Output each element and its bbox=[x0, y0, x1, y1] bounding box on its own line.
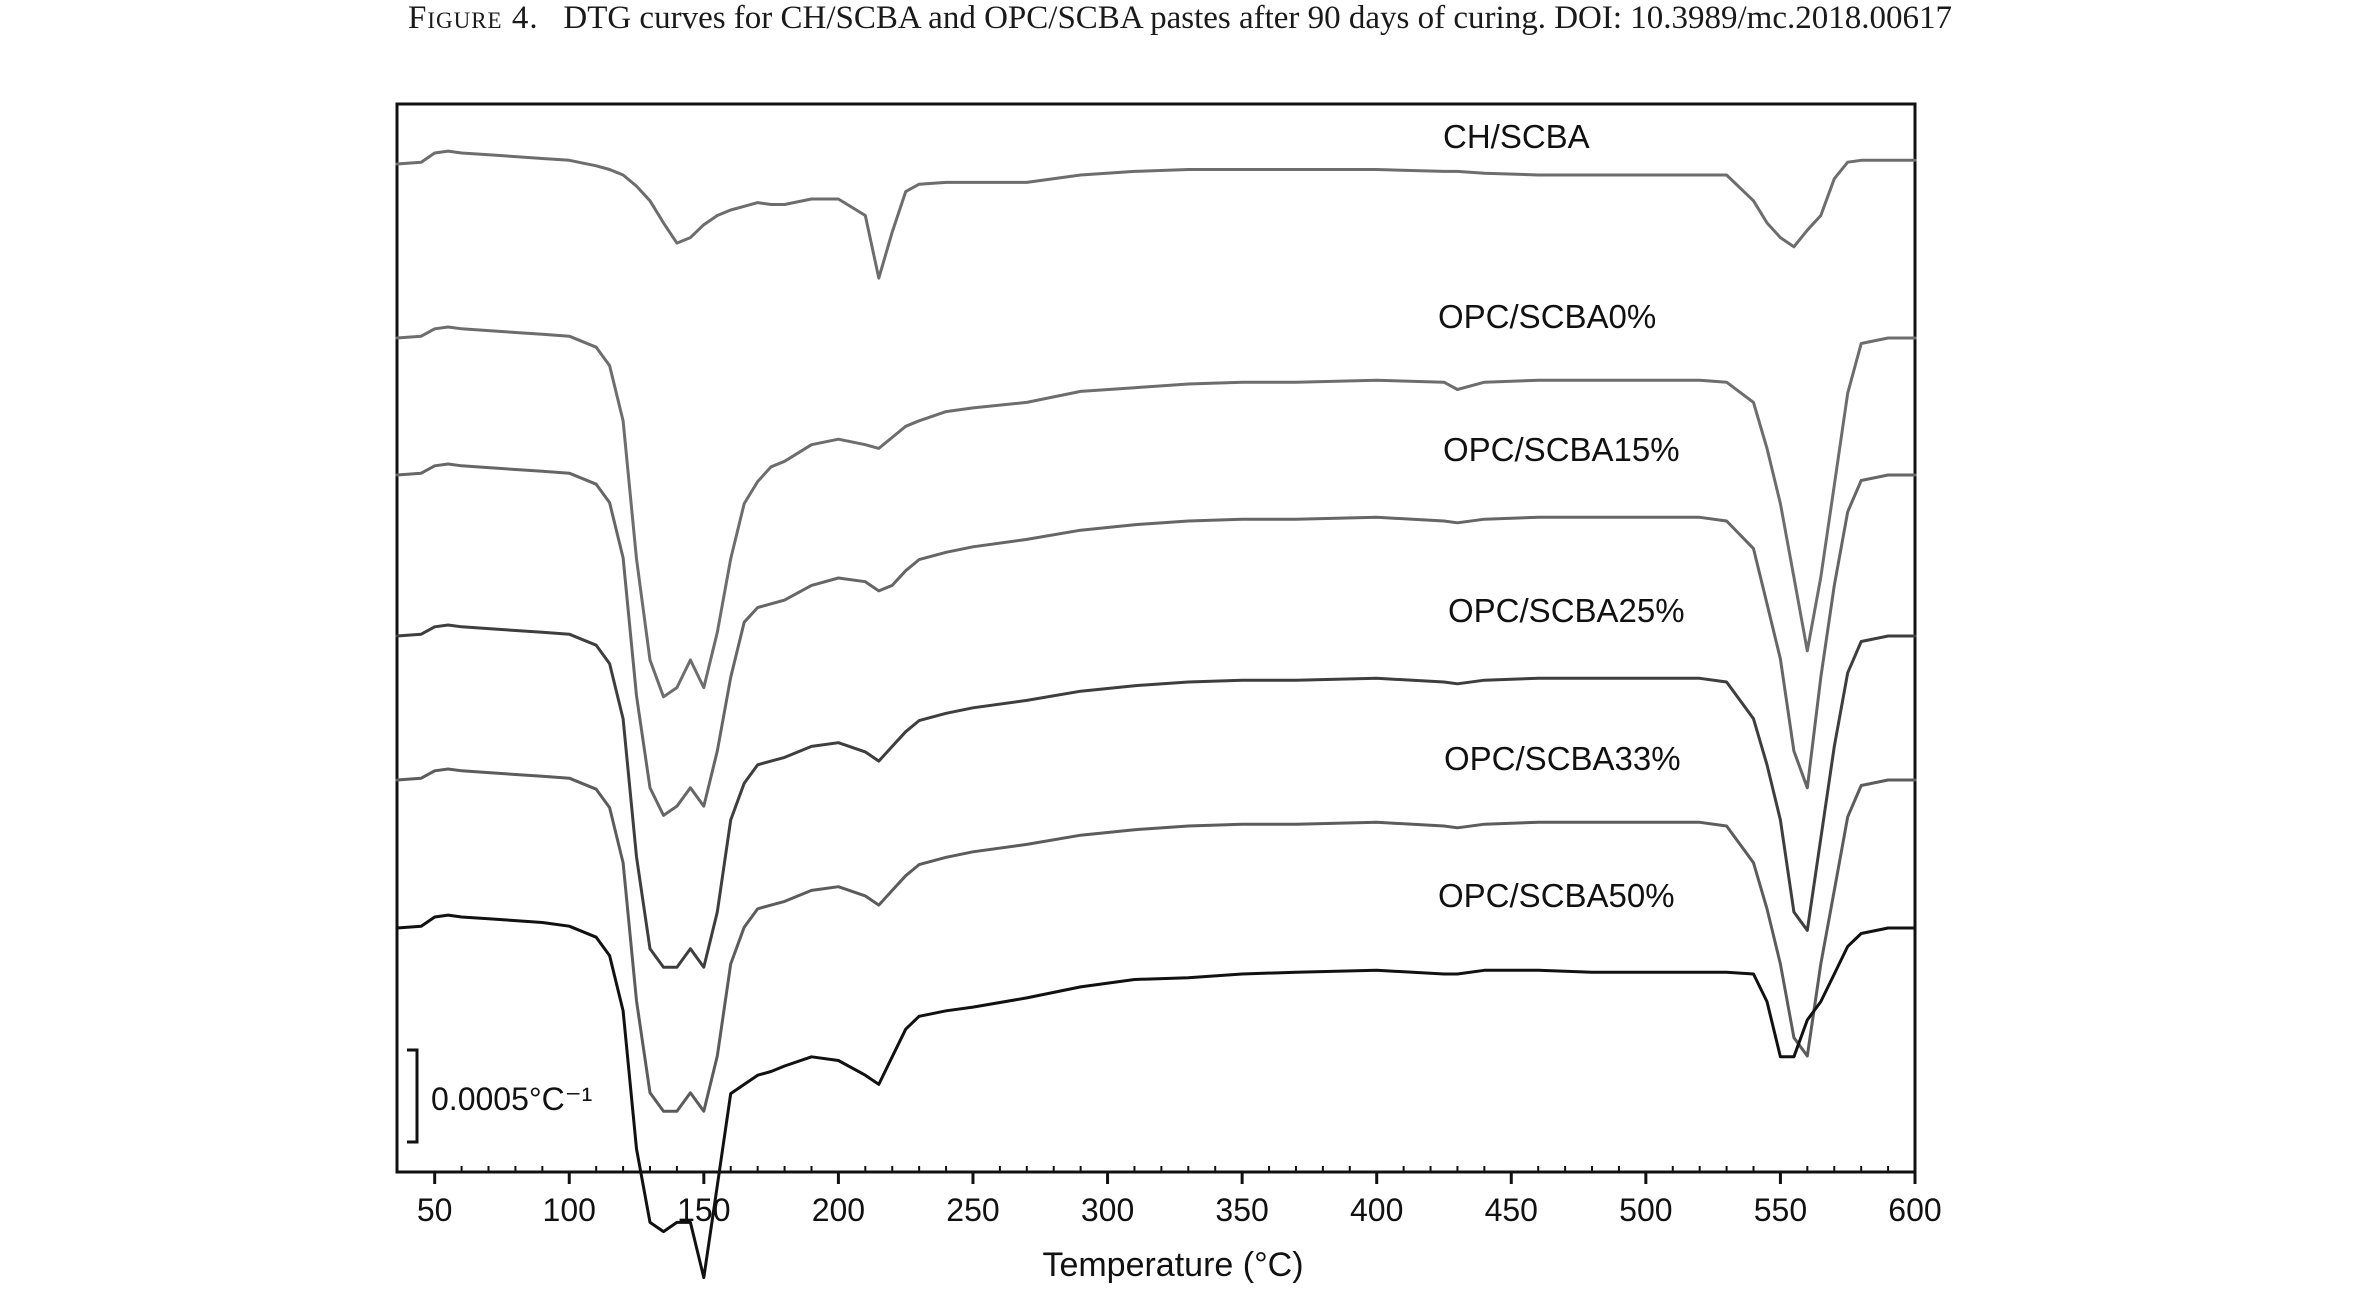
dtg-curves bbox=[395, 149, 1917, 1280]
series-line-4 bbox=[395, 623, 1917, 969]
series-label-2: OPC/SCBA0% bbox=[1438, 298, 1656, 335]
y-scale-label: 0.0005°C⁻¹ bbox=[431, 1081, 592, 1117]
figure-caption: Figure 4. DTG curves for CH/SCBA and OPC… bbox=[0, 0, 2360, 50]
series-label-3: OPC/SCBA15% bbox=[1443, 431, 1680, 468]
x-tick-label: 250 bbox=[946, 1192, 999, 1228]
x-tick-label: 400 bbox=[1350, 1192, 1403, 1228]
figure-caption-text: DTG curves for CH/SCBA and OPC/SCBA past… bbox=[563, 0, 1953, 36]
series-line-5 bbox=[395, 767, 1917, 1113]
x-tick-label: 350 bbox=[1215, 1192, 1268, 1228]
x-tick-label: 550 bbox=[1754, 1192, 1807, 1228]
x-tick-label: 100 bbox=[543, 1192, 596, 1228]
series-label-1: CH/SCBA bbox=[1443, 118, 1590, 155]
figure-caption-label: Figure 4. bbox=[407, 0, 539, 36]
series-label-5: OPC/SCBA33% bbox=[1444, 740, 1681, 777]
x-tick-label: 300 bbox=[1081, 1192, 1134, 1228]
x-tick-label: 600 bbox=[1888, 1192, 1941, 1228]
x-tick-label: 500 bbox=[1619, 1192, 1672, 1228]
x-tick-label: 50 bbox=[417, 1192, 453, 1228]
x-tick-label: 200 bbox=[812, 1192, 865, 1228]
series-line-1 bbox=[395, 149, 1917, 280]
series-line-3 bbox=[395, 462, 1917, 817]
series-line-2 bbox=[395, 325, 1917, 699]
x-tick-label: 450 bbox=[1485, 1192, 1538, 1228]
series-label-6: OPC/SCBA50% bbox=[1438, 877, 1675, 914]
curve-labels: CH/SCBA OPC/SCBA0% OPC/SCBA15% OPC/SCBA25% O… bbox=[1438, 118, 1685, 914]
y-scale-bar bbox=[407, 1048, 419, 1144]
series-line-6 bbox=[395, 913, 1917, 1280]
x-axis-label: Temperature (°C) bbox=[1042, 1246, 1303, 1284]
plot-frame bbox=[395, 102, 1917, 1174]
series-label-4: OPC/SCBA25% bbox=[1448, 592, 1685, 629]
